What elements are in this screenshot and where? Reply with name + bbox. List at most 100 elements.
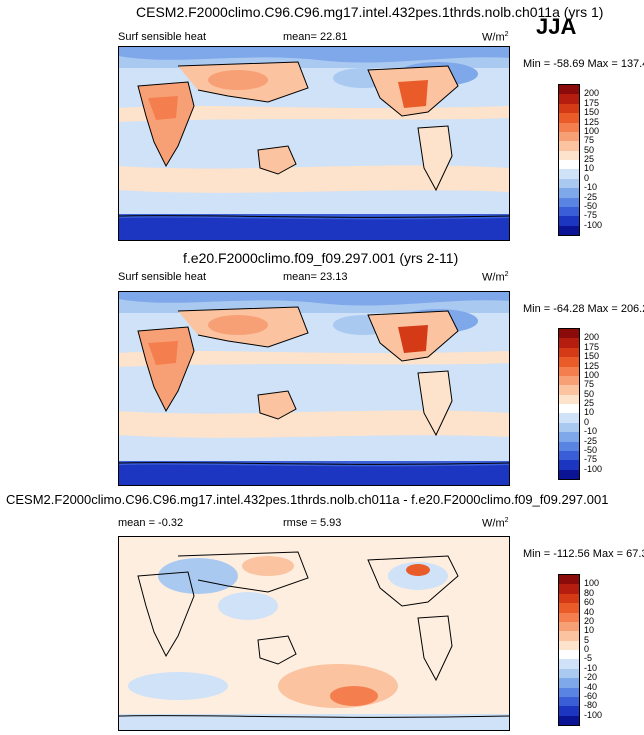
colorbar-swatch xyxy=(559,696,579,707)
colorbar-swatch xyxy=(559,216,579,226)
panel-3-colorbar xyxy=(558,574,580,726)
colorbar-swatch xyxy=(559,621,579,632)
colorbar-tick-label: 0 xyxy=(584,416,590,427)
colorbar-swatch xyxy=(559,160,579,170)
colorbar-tick-label: 0 xyxy=(584,172,590,183)
colorbar-swatch xyxy=(559,131,579,142)
colorbar-tick-label: -20 xyxy=(584,672,598,683)
colorbar-tick-label: 150 xyxy=(584,107,600,118)
panel-2-minmax: Min = -64.28 Max = 206.27 xyxy=(523,303,644,315)
colorbar-tick-label: 175 xyxy=(584,341,600,352)
colorbar-tick-label: -100 xyxy=(584,219,603,230)
panel-1-title: CESM2.F2000climo.C96.C96.mg17.intel.432p… xyxy=(136,4,604,20)
colorbar-tick-label: 175 xyxy=(584,97,600,108)
panel-2-title: f.e20.F2000climo.f09_f09.297.001 (yrs 2-… xyxy=(183,250,459,266)
colorbar-swatch xyxy=(559,422,579,433)
colorbar-swatch xyxy=(559,715,579,725)
colorbar-tick-label: -25 xyxy=(584,435,598,446)
panel-1-minmax: Min = -58.69 Max = 137.44 xyxy=(523,58,644,70)
panel-1-variable-label: Surf sensible heat xyxy=(118,31,207,43)
colorbar-tick-label: 200 xyxy=(584,332,600,343)
panel-1-units: W/m2 xyxy=(482,31,509,44)
colorbar-tick-label: 100 xyxy=(584,125,600,136)
colorbar-tick-label: -80 xyxy=(584,700,598,711)
colorbar-swatch xyxy=(559,394,579,404)
colorbar-tick-label: -75 xyxy=(584,454,598,465)
colorbar-tick-label: 20 xyxy=(584,615,595,626)
colorbar-tick-label: 60 xyxy=(584,597,595,608)
colorbar-tick-label: -100 xyxy=(584,709,603,720)
colorbar-swatch xyxy=(559,338,579,348)
colorbar-swatch xyxy=(559,584,579,594)
colorbar-swatch xyxy=(559,329,579,339)
panel-1-colorbar xyxy=(558,84,580,236)
colorbar-tick-label: 125 xyxy=(584,360,600,371)
colorbar-tick-label: 125 xyxy=(584,116,600,127)
colorbar-tick-label: -25 xyxy=(584,191,598,202)
colorbar-swatch xyxy=(559,687,579,697)
colorbar-swatch xyxy=(559,603,579,613)
colorbar-swatch xyxy=(559,460,579,470)
colorbar-swatch xyxy=(559,668,579,679)
colorbar-tick-label: 25 xyxy=(584,398,595,408)
colorbar-tick-label: -40 xyxy=(584,681,598,692)
colorbar-swatch xyxy=(559,169,579,179)
panel-2-colorbar xyxy=(558,328,580,480)
panel-2-map xyxy=(118,291,510,486)
panel-3-units: W/m2 xyxy=(482,517,509,530)
colorbar-swatch xyxy=(559,357,579,367)
colorbar-swatch xyxy=(559,188,579,198)
colorbar-swatch xyxy=(559,197,579,207)
colorbar-swatch xyxy=(559,225,579,235)
panel-3-rmse-label: rmse = 5.93 xyxy=(283,517,342,529)
colorbar-swatch xyxy=(559,441,579,451)
panel-2-variable-label: Surf sensible heat xyxy=(118,271,207,283)
colorbar-swatch xyxy=(559,103,579,114)
colorbar-swatch xyxy=(559,413,579,423)
season-label: JJA xyxy=(536,14,577,39)
colorbar-swatch xyxy=(559,85,579,95)
colorbar-swatch xyxy=(559,141,579,151)
colorbar-tick-label: 10 xyxy=(584,407,595,418)
colorbar-swatch xyxy=(559,113,579,123)
panel-2-units: W/m2 xyxy=(482,271,509,284)
colorbar-swatch xyxy=(559,122,579,132)
colorbar-swatch xyxy=(559,375,579,386)
colorbar-swatch xyxy=(559,706,579,716)
colorbar-swatch xyxy=(559,612,579,622)
colorbar-tick-label: -10 xyxy=(584,426,598,437)
colorbar-swatch xyxy=(559,450,579,461)
panel-3-title: CESM2.F2000climo.C96.C96.mg17.intel.432p… xyxy=(6,492,609,507)
colorbar-swatch xyxy=(559,366,579,376)
colorbar-tick-label: 25 xyxy=(584,154,595,164)
colorbar-swatch xyxy=(559,650,579,660)
panel-3-minmax: Min = -112.56 Max = 67.38 xyxy=(523,548,644,560)
colorbar-swatch xyxy=(559,347,579,358)
colorbar-swatch xyxy=(559,206,579,217)
colorbar-tick-label: -5 xyxy=(584,653,593,664)
colorbar-tick-label: -75 xyxy=(584,210,598,221)
colorbar-swatch xyxy=(559,640,579,650)
panel-3-map xyxy=(118,536,510,731)
colorbar-tick-label: 10 xyxy=(584,625,595,636)
colorbar-tick-label: -60 xyxy=(584,690,598,701)
colorbar-tick-label: 80 xyxy=(584,587,595,598)
colorbar-swatch xyxy=(559,432,579,442)
colorbar-swatch xyxy=(559,178,579,189)
colorbar-tick-label: 50 xyxy=(584,144,595,155)
panel-1-mean-label: mean= 22.81 xyxy=(283,31,348,43)
colorbar-tick-label: 50 xyxy=(584,388,595,399)
colorbar-swatch xyxy=(559,150,579,160)
colorbar-tick-label: -100 xyxy=(584,463,603,474)
colorbar-tick-label: 75 xyxy=(584,379,595,390)
colorbar-tick-label: 100 xyxy=(584,369,600,380)
colorbar-swatch xyxy=(559,575,579,585)
panel-2-mean-label: mean= 23.13 xyxy=(283,271,348,283)
colorbar-tick-label: 0 xyxy=(584,644,590,654)
colorbar-tick-label: -10 xyxy=(584,182,598,193)
colorbar-tick-label: 75 xyxy=(584,135,595,146)
colorbar-swatch xyxy=(559,385,579,395)
colorbar-tick-label: -50 xyxy=(584,200,598,211)
colorbar-tick-label: -50 xyxy=(584,444,598,455)
colorbar-swatch xyxy=(559,593,579,604)
